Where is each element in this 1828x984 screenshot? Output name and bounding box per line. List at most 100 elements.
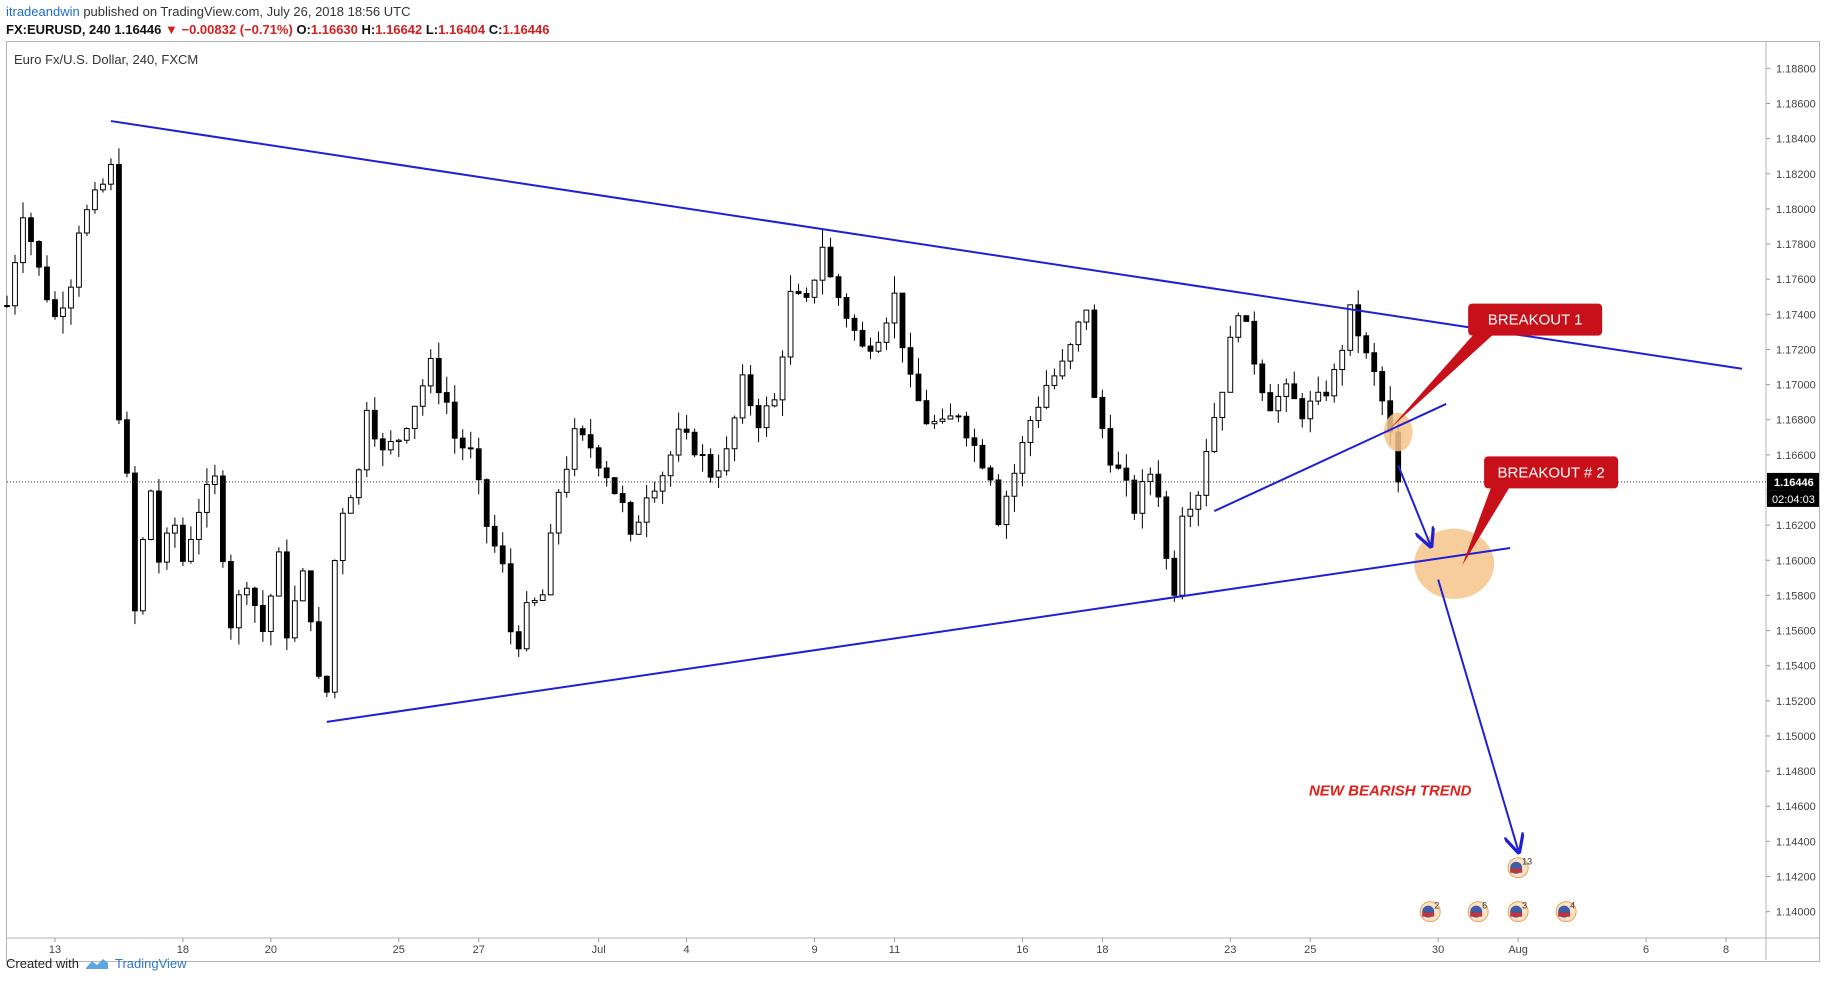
candle-up: [539, 594, 546, 601]
price-tick-label: 1.14000: [1776, 907, 1816, 919]
price-tick-label: 1.18800: [1776, 63, 1816, 75]
candle-up: [363, 409, 370, 471]
candle-down: [1379, 371, 1386, 402]
candle-down: [915, 373, 922, 402]
candle-down: [156, 490, 162, 563]
flag-stripe-icon: [1470, 912, 1483, 917]
candle-down: [467, 447, 474, 450]
high-label: H:: [361, 22, 376, 37]
candle-down: [4, 305, 10, 308]
candle-up: [164, 532, 170, 563]
candle-down: [259, 604, 266, 632]
candle-up: [1219, 391, 1226, 419]
candle-up: [411, 405, 418, 430]
candle-up: [739, 374, 746, 419]
candle-down: [1243, 315, 1250, 322]
candle-up: [267, 595, 274, 632]
candle-down: [180, 524, 186, 562]
close-value: 1.16446: [502, 22, 550, 37]
time-tick-label: 16: [1016, 944, 1028, 956]
candle-up: [1075, 321, 1082, 346]
candle-down: [899, 292, 906, 349]
candle-down: [1091, 309, 1098, 398]
candle-up: [243, 587, 250, 596]
candle-down: [1323, 391, 1330, 397]
candle-down: [587, 434, 594, 449]
candle-down: [227, 561, 234, 629]
candle-up: [1315, 391, 1322, 402]
candle-up: [172, 524, 178, 534]
time-tick-label: 25: [1304, 944, 1316, 956]
candle-up: [92, 189, 98, 211]
candle-up: [1051, 375, 1058, 386]
candle-up: [1059, 360, 1066, 377]
direction-arrow[interactable]: [1437, 579, 1518, 851]
candle-up: [419, 385, 426, 407]
candle-up: [555, 491, 562, 534]
trendline-lower[interactable]: [326, 546, 1511, 723]
candle-down: [323, 675, 330, 693]
price-tick-label: 1.16200: [1776, 520, 1816, 532]
candle-down: [435, 357, 442, 394]
chart-title: Euro Fx/U.S. Dollar, 240, FXCM: [14, 52, 198, 67]
price-tick-label: 1.18200: [1776, 169, 1816, 181]
candle-down: [979, 444, 986, 469]
candle-up: [779, 356, 786, 401]
flag-stripe-icon: [1558, 912, 1571, 917]
callout-box[interactable]: [1468, 303, 1603, 336]
candle-up: [1227, 336, 1234, 393]
candle-down: [835, 276, 842, 299]
candle-down: [515, 631, 522, 650]
candle-up: [643, 497, 650, 523]
time-tick-label: 13: [49, 944, 61, 956]
candle-up: [819, 246, 826, 281]
candle-down: [1107, 428, 1114, 466]
candle-up: [20, 217, 26, 264]
candle-up: [347, 497, 354, 514]
candle-down: [747, 374, 754, 407]
time-tick-label: 8: [1723, 944, 1729, 956]
last-price-badge: [1767, 472, 1819, 491]
candle-down: [499, 545, 506, 565]
candle-up: [100, 183, 106, 191]
candle-up: [1067, 344, 1074, 362]
chart-frame: [6, 41, 1820, 962]
candle-up: [148, 490, 154, 540]
candle-down: [483, 479, 490, 527]
candle-down: [44, 266, 50, 301]
author-link[interactable]: itradeandwin: [6, 4, 80, 19]
candle-down: [803, 292, 810, 298]
candle-down: [611, 477, 618, 495]
candle-down: [1371, 352, 1378, 373]
candle-down: [1299, 398, 1306, 420]
candle-down: [475, 448, 482, 481]
candle-down: [371, 409, 378, 440]
time-tick-label: 20: [265, 944, 277, 956]
price-tick-label: 1.17600: [1776, 274, 1816, 286]
candle-down: [843, 297, 850, 319]
callout-text: BREAKOUT 1: [1488, 312, 1583, 329]
callout-box[interactable]: [1484, 456, 1619, 489]
symbol: FX:EURUSD, 240: [6, 22, 111, 37]
callout-pointer: [1390, 331, 1495, 429]
event-count: 2: [1434, 901, 1439, 911]
price-tick-label: 1.16000: [1776, 555, 1816, 567]
open-value: 1.16630: [310, 22, 358, 37]
close-label: C:: [488, 22, 503, 37]
candle-up: [715, 470, 722, 478]
trendline-minor[interactable]: [1213, 403, 1447, 512]
price-tick-label: 1.15200: [1776, 696, 1816, 708]
direction-arrow[interactable]: [1397, 465, 1430, 544]
candle-up: [355, 469, 362, 499]
candle-up: [299, 570, 306, 602]
candle-down: [315, 621, 322, 677]
candle-down: [971, 437, 978, 446]
candle-up: [1339, 349, 1346, 371]
candle-up: [651, 490, 658, 499]
candle-down: [459, 437, 466, 449]
candle-down: [1099, 396, 1106, 430]
candle-down: [507, 563, 514, 633]
price-tick-label: 1.17000: [1776, 380, 1816, 392]
tradingview-brand[interactable]: TradingView: [114, 956, 187, 971]
